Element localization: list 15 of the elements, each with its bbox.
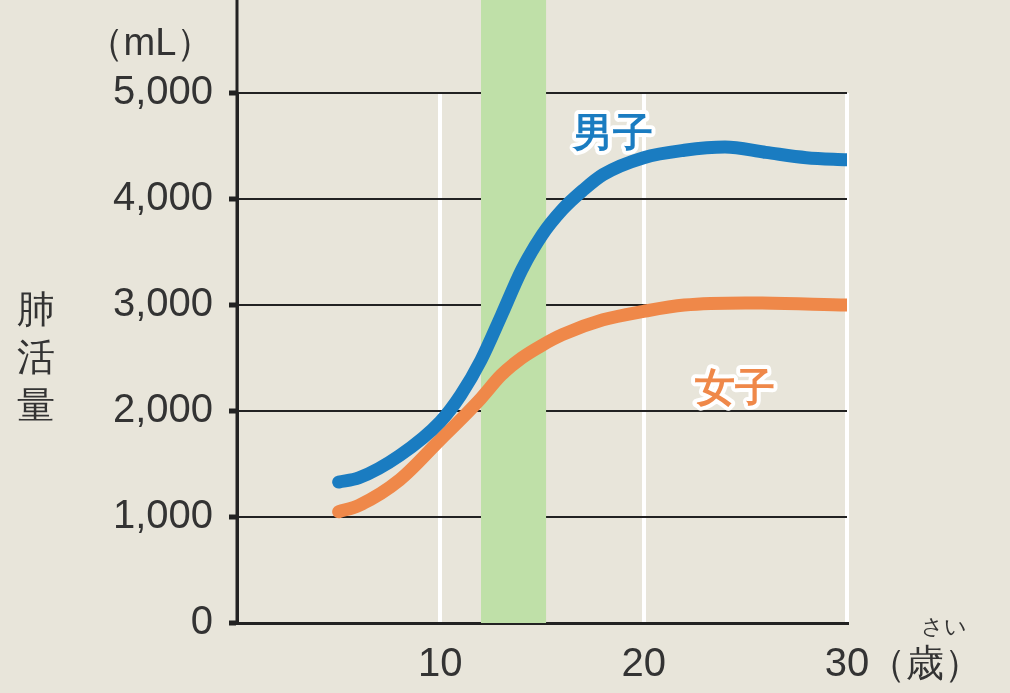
y-tick-label: 4,000 — [112, 174, 213, 219]
y-tick-label: 5,000 — [112, 68, 213, 113]
x-tick-label: 30 — [824, 640, 870, 685]
y-tick-label: 2,000 — [112, 386, 213, 431]
text: さい — [921, 614, 967, 640]
series-label: 男子 — [571, 110, 653, 155]
x-tick-label: 20 — [621, 640, 666, 685]
x-tick-label: 10 — [418, 640, 463, 685]
x-axis-title: （歳） — [868, 642, 982, 685]
text: （mL） — [85, 21, 215, 64]
y-axis-title: 肺活量 — [17, 288, 55, 427]
y-tick-label: 1,000 — [112, 492, 213, 537]
y-tick-label: 3,000 — [112, 280, 213, 325]
series-label: 女子 — [694, 364, 775, 409]
y-tick-label: 0 — [190, 598, 213, 643]
